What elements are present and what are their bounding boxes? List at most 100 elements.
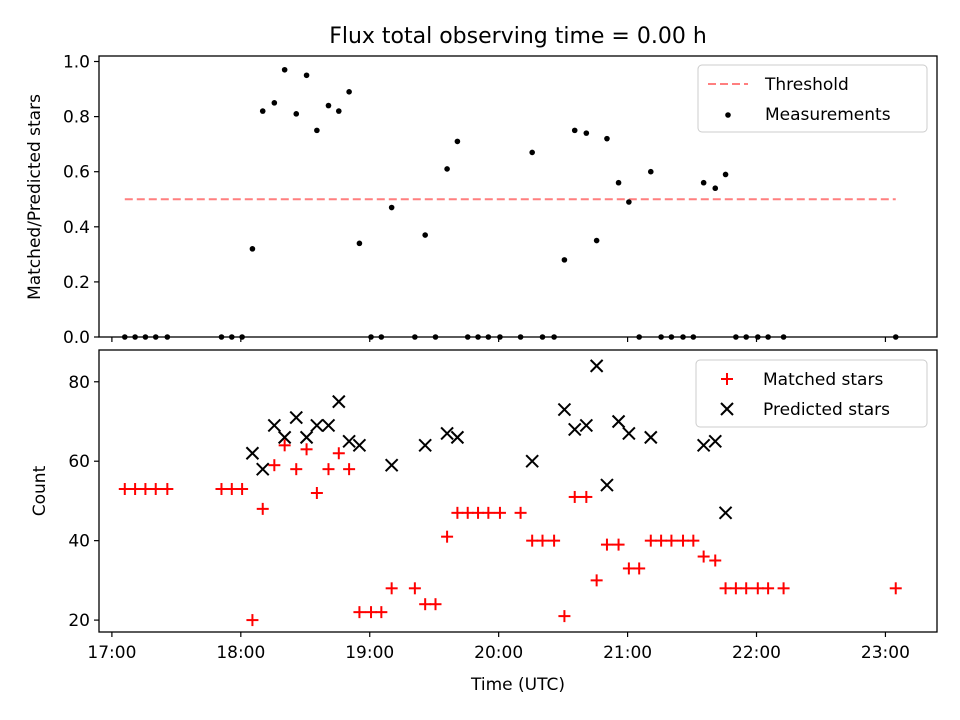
matched-star-point <box>451 506 464 519</box>
x-tick-label: 20:00 <box>474 643 523 663</box>
matched-star-point <box>256 502 269 515</box>
top-y-tick-label: 0.8 <box>63 108 90 128</box>
measurement-point <box>626 199 632 205</box>
matched-star-point <box>365 606 378 619</box>
x-axis-label: Time (UTC) <box>470 675 565 695</box>
matched-star-point <box>353 606 366 619</box>
legend-predicted-label: Predicted stars <box>763 400 890 420</box>
matched-star-point <box>514 506 527 519</box>
matched-star-point <box>493 506 506 519</box>
predicted-star-point <box>557 402 572 417</box>
matched-star-point <box>268 459 281 472</box>
matched-star-point <box>310 486 323 499</box>
matched-star-point <box>762 582 775 595</box>
matched-star-point <box>139 483 152 496</box>
matched-star-point <box>118 483 131 496</box>
measurement-point <box>422 232 428 238</box>
measurement-point <box>281 66 288 73</box>
matched-star-point <box>740 582 753 595</box>
legend-matched-label: Matched stars <box>763 370 883 390</box>
top-panel: 0.0 0.2 0.4 0.6 0.8 1.0 Matched/Predicted sta… <box>25 53 938 348</box>
matched-star-point <box>482 506 495 519</box>
predicted-stars-series <box>245 359 733 520</box>
measurement-point <box>271 100 278 106</box>
measurement-point <box>561 257 568 263</box>
predicted-star-point <box>579 418 594 433</box>
top-y-ticks: 0.0 0.2 0.4 0.6 0.8 1.0 <box>63 53 99 348</box>
matched-star-point <box>419 598 432 611</box>
predicted-star-point <box>440 426 454 441</box>
bottom-plot-frame <box>98 349 938 633</box>
measurement-point <box>325 102 332 109</box>
matched-star-point <box>472 506 485 519</box>
predicted-star-point <box>352 438 367 453</box>
matched-star-point <box>322 463 335 476</box>
matched-star-point <box>600 538 613 551</box>
bottom-panel: 20 40 60 80 17:00 18:00 19:00 20:00 21:00 22:00 2… <box>30 349 938 695</box>
predicted-star-point <box>277 430 292 445</box>
top-y-tick-label: 0.2 <box>63 273 90 293</box>
matched-star-point <box>300 443 313 456</box>
matched-star-point <box>677 534 690 547</box>
top-y-tick-label: 1.0 <box>63 53 90 73</box>
legend-matched-swatch <box>721 373 733 385</box>
legend-measurements-swatch <box>725 112 731 118</box>
x-tick-label: 22:00 <box>732 643 781 663</box>
legend-measurements-label: Measurements <box>765 105 891 125</box>
legend-threshold-label: Threshold <box>764 75 849 95</box>
measurement-point <box>388 204 395 211</box>
predicted-star-point <box>568 422 582 437</box>
matched-star-point <box>719 582 732 595</box>
matched-star-point <box>385 582 398 595</box>
matched-star-point <box>129 483 142 496</box>
x-tick-label: 23:00 <box>861 643 910 663</box>
predicted-star-point <box>696 438 711 453</box>
predicted-star-point <box>708 434 722 449</box>
measurement-point <box>700 179 707 186</box>
top-legend-box <box>697 64 928 133</box>
matched-star-point <box>751 582 764 595</box>
matched-star-point <box>246 614 259 627</box>
matched-star-point <box>332 447 345 460</box>
measurement-point <box>529 149 535 156</box>
matched-star-point <box>590 574 603 587</box>
bottom-y-ticks: 20 40 60 80 <box>68 373 99 631</box>
measurement-point <box>712 185 719 192</box>
matched-star-point <box>375 606 388 619</box>
matched-star-point <box>548 534 561 547</box>
measurement-point <box>249 246 256 252</box>
predicted-star-point <box>332 394 346 409</box>
predicted-star-point <box>418 438 432 453</box>
measurement-point <box>615 179 622 186</box>
matched-star-point <box>429 598 442 611</box>
matched-star-point <box>709 554 722 567</box>
predicted-star-point <box>718 506 733 520</box>
matched-star-point <box>408 582 421 595</box>
predicted-star-point <box>525 454 539 468</box>
predicted-star-point <box>384 458 399 472</box>
matched-star-point <box>215 483 228 496</box>
top-plot-frame <box>98 55 938 338</box>
matched-star-point <box>161 483 174 496</box>
measurement-point <box>303 72 310 79</box>
measurement-point <box>593 237 600 244</box>
predicted-star-point <box>310 418 324 433</box>
top-y-tick-label: 0.0 <box>63 328 90 348</box>
top-legend: Threshold Measurements <box>697 64 928 133</box>
top-y-tick-label: 0.4 <box>63 218 90 238</box>
matched-star-point <box>236 483 249 496</box>
x-tick-label: 18:00 <box>216 643 265 663</box>
matched-star-point <box>568 490 581 503</box>
bottom-legend-box <box>695 359 928 428</box>
predicted-star-point <box>245 446 260 460</box>
matched-star-point <box>665 534 678 547</box>
matched-star-point <box>729 582 742 595</box>
bottom-y-tick-label: 20 <box>68 611 90 631</box>
predicted-star-point <box>289 410 303 425</box>
bottom-y-tick-label: 60 <box>68 452 90 472</box>
measurement-point <box>346 89 352 95</box>
predicted-star-point <box>589 359 604 373</box>
measurement-point <box>454 138 461 145</box>
matched-star-point <box>612 538 625 551</box>
